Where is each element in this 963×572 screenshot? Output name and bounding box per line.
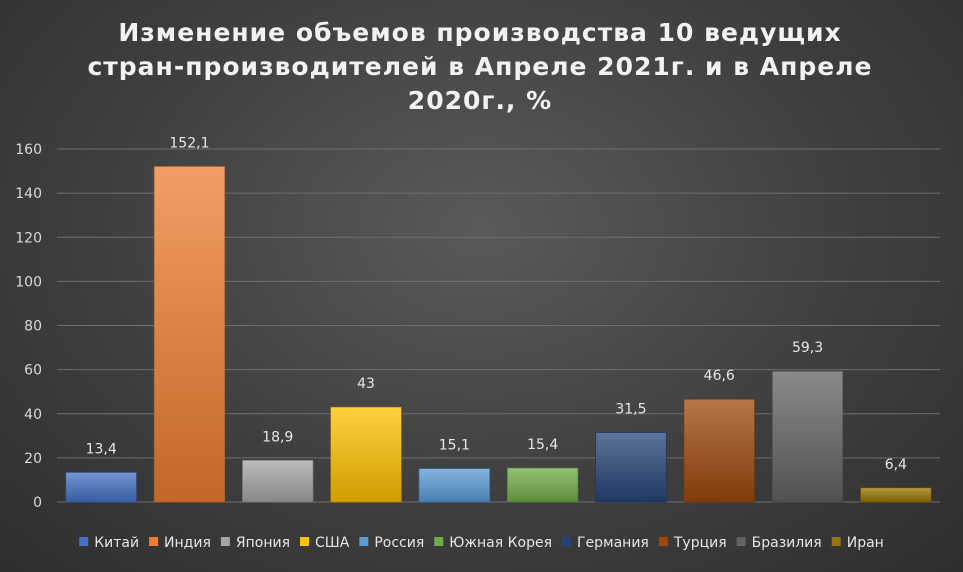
y-tick-label: 80 — [24, 319, 42, 335]
legend-swatch — [434, 537, 444, 546]
legend-swatch — [220, 537, 230, 546]
bar-10 — [860, 487, 932, 503]
data-label: 31,5 — [615, 402, 646, 418]
bars — [65, 166, 932, 503]
bar-1 — [65, 472, 137, 503]
y-tick-label: 120 — [15, 230, 42, 246]
y-tick-label: 140 — [15, 186, 42, 202]
y-tick-label: 160 — [15, 142, 42, 158]
y-axis-ticks: 0 20 40 60 80 100 120 140 160 — [15, 142, 42, 511]
legend-label: Бразилия — [752, 535, 822, 551]
data-label: 13,4 — [86, 441, 117, 457]
y-tick-label: 60 — [24, 363, 42, 379]
legend-swatch — [562, 537, 572, 546]
legend: Китай Индия Япония США Россия Южная Корея Герм… — [79, 535, 884, 551]
legend-label: Иран — [847, 535, 884, 551]
data-label: 15,4 — [527, 437, 558, 453]
legend-swatch — [300, 537, 310, 546]
data-label: 6,4 — [885, 457, 907, 473]
bar-8 — [683, 398, 755, 503]
data-label: 18,9 — [262, 429, 293, 445]
bar-9 — [771, 370, 844, 503]
data-labels: 13,4 152,1 18,9 43 15,1 15,4 31,5 46,6 59,3 6,4 — [86, 135, 908, 472]
y-tick-label: 40 — [24, 407, 42, 423]
legend-swatch — [359, 537, 369, 546]
legend-label: Япония — [236, 535, 290, 551]
bar-4 — [330, 406, 402, 503]
data-label: 152,1 — [169, 135, 209, 151]
bar-2 — [153, 166, 226, 503]
y-tick-label: 0 — [33, 495, 42, 511]
legend-swatch — [831, 537, 841, 546]
bar-6 — [507, 467, 579, 503]
legend-label: Германия — [577, 535, 649, 551]
legend-swatch — [149, 537, 159, 546]
bar-3 — [242, 460, 314, 503]
y-tick-label: 100 — [15, 274, 42, 290]
legend-swatch — [79, 537, 89, 546]
data-label: 43 — [357, 376, 375, 392]
legend-label: Китай — [94, 535, 139, 551]
legend-label: США — [315, 535, 350, 551]
data-label: 59,3 — [792, 340, 823, 356]
legend-label: Турция — [673, 535, 727, 551]
data-label: 15,1 — [439, 438, 470, 454]
legend-label: Индия — [164, 535, 211, 551]
y-tick-label: 20 — [24, 451, 42, 467]
legend-label: Южная Корея — [449, 535, 552, 551]
legend-label: Россия — [374, 535, 424, 551]
legend-swatch — [658, 537, 668, 546]
bar-7 — [595, 432, 667, 503]
data-label: 46,6 — [704, 368, 735, 384]
chart-title: Изменение объемов производства 10 ведущи… — [87, 18, 873, 115]
bar-5 — [418, 468, 490, 503]
legend-swatch — [736, 537, 746, 546]
